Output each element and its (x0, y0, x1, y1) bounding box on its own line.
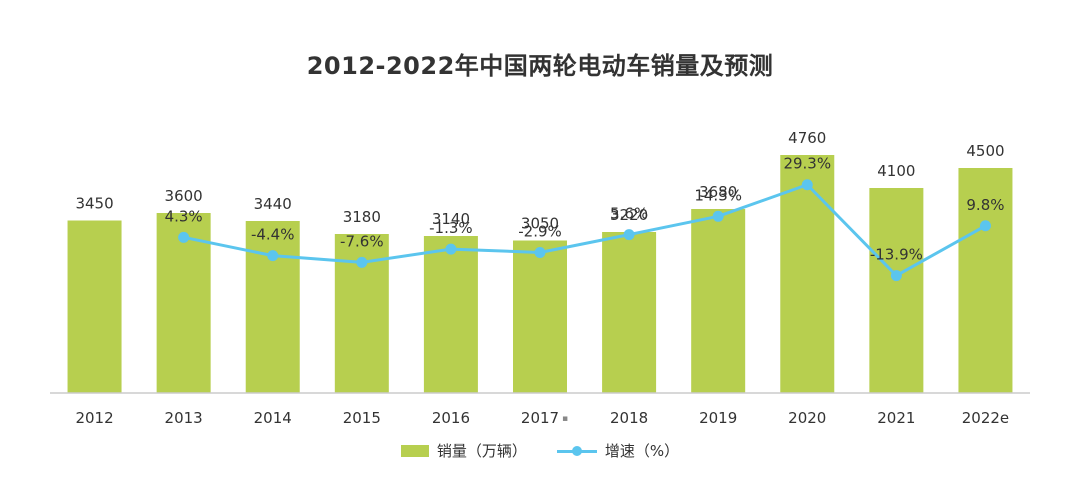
legend-label-sales: 销量（万辆） (436, 442, 527, 460)
bar-2016 (423, 236, 478, 393)
bar-label-2018: 3220 (610, 206, 648, 224)
bar-label-2012: 3450 (75, 195, 113, 213)
bar-label-2021: 4100 (877, 162, 915, 180)
growth-point-2020 (801, 179, 813, 191)
growth-label-2017: -2.9% (518, 222, 562, 240)
x-tick-label-2018: 2018 (610, 409, 648, 427)
bar-label-2014: 3440 (254, 195, 292, 213)
growth-label-2020: 29.3% (783, 155, 831, 173)
growth-point-2014 (267, 250, 279, 262)
legend-swatch-growth (556, 445, 597, 457)
bar-2014 (245, 221, 300, 393)
x-tick-label-2016: 2016 (432, 409, 470, 427)
growth-point-2017 (534, 246, 546, 258)
growth-point-2018 (623, 229, 635, 241)
growth-label-2022e: 9.8% (966, 196, 1004, 214)
growth-point-2013 (178, 231, 190, 243)
x-tick-label-2022e: 2022e (962, 409, 1009, 427)
legend-label-growth: 增速（%） (604, 442, 680, 460)
growth-label-2015: -7.6% (340, 232, 384, 250)
bar-2018 (602, 232, 657, 393)
bar-label-2019: 3680 (699, 183, 737, 201)
growth-point-2021 (890, 270, 902, 282)
bar-label-2020: 4760 (788, 129, 826, 147)
growth-label-2018: 5.6% (610, 205, 648, 223)
growth-label-2014: -4.4% (251, 226, 295, 244)
growth-label-2013: 4.3% (165, 207, 203, 225)
bar-label-2017: 3050 (521, 215, 559, 233)
legend: 销量（万辆） 增速（%） (0, 440, 1080, 461)
x-tick-label-2012: 2012 (75, 409, 113, 427)
x-tick-label-2017: 2017 (521, 409, 559, 427)
x-tick-label-2014: 2014 (254, 409, 292, 427)
bar-2012 (67, 220, 122, 393)
x-tick-marker-2017: ▪ (562, 414, 568, 424)
growth-point-2016 (445, 243, 457, 255)
x-tick-label-2019: 2019 (699, 409, 737, 427)
legend-entry-sales: 销量（万辆） (400, 440, 527, 461)
x-tick-label-2021: 2021 (877, 409, 915, 427)
growth-label-2021: -13.9% (870, 246, 923, 264)
x-tick-label-2015: 2015 (343, 409, 381, 427)
bar-2022e (958, 168, 1013, 393)
legend-swatch-sales (400, 444, 429, 457)
bar-2017 (513, 240, 567, 393)
chart-plot: 3450 3600 3440 3180 3140 3050 3220 3680 4760 4100… (50, 129, 1030, 427)
bar-2019 (691, 209, 746, 393)
growth-line (183, 183, 987, 278)
bar-label-2013: 3600 (165, 187, 203, 205)
bar-label-2015: 3180 (343, 208, 381, 226)
x-tick-label-2013: 2013 (165, 409, 203, 427)
growth-label-2019: 14.3% (694, 186, 742, 204)
legend-entry-growth: 增速（%） (556, 440, 680, 461)
growth-label-2016: -1.3% (429, 219, 473, 237)
bar-2021 (869, 188, 924, 393)
growth-point-2022e (979, 220, 991, 232)
growth-point-2019 (712, 210, 724, 222)
bar-label-2022e: 4500 (966, 142, 1004, 160)
growth-point-2015 (356, 256, 368, 268)
chart-title: 2012-2022年中国两轮电动车销量及预测 (306, 52, 774, 80)
bar-label-2016: 3140 (432, 210, 470, 228)
x-tick-label-2020: 2020 (788, 409, 826, 427)
bar-2013 (156, 213, 211, 393)
bar-2020 (780, 155, 835, 393)
